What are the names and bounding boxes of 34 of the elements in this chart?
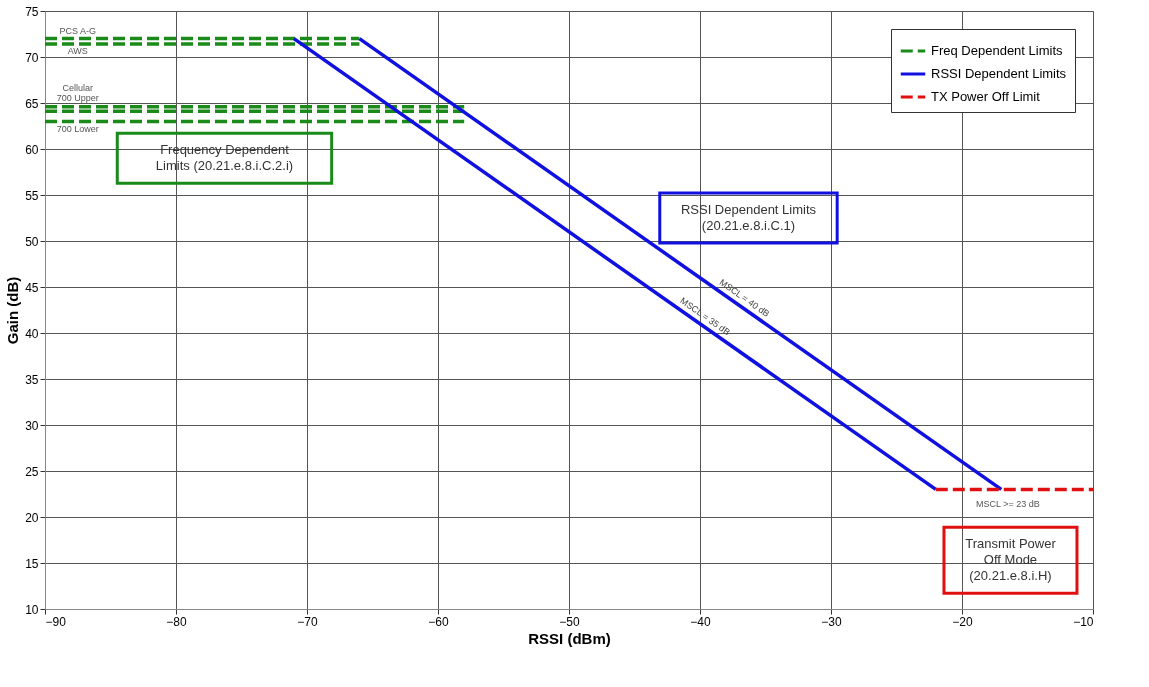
y-tick-label: 30 — [25, 418, 39, 433]
y-tick-label: 40 — [25, 326, 39, 341]
x-tick-label: −40 — [690, 614, 711, 629]
y-tick-label: 55 — [25, 188, 39, 203]
y-tick-label: 65 — [25, 96, 39, 111]
y-tick-label: 15 — [25, 556, 39, 571]
legend-label: Freq Dependent Limits — [931, 43, 1064, 58]
legend-label: TX Power Off Limit — [931, 89, 1041, 104]
x-tick-label: −10 — [1073, 614, 1094, 629]
y-tick-label: 50 — [25, 234, 39, 249]
annotation: AWS — [67, 46, 88, 57]
x-tick-label: −60 — [428, 614, 449, 629]
x-tick-label: −50 — [559, 614, 580, 629]
legend-label: RSSI Dependent Limits — [931, 66, 1067, 81]
annotation: 700 Upper — [56, 93, 99, 104]
x-tick-label: −70 — [297, 614, 318, 629]
y-tick-label: 10 — [25, 602, 39, 617]
annotation: 700 Lower — [56, 123, 99, 134]
y-tick-label: 25 — [25, 464, 39, 479]
annotation: MSCL >= 23 dB — [976, 499, 1040, 510]
annotation: PCS A-G — [59, 26, 97, 37]
y-tick-label: 75 — [25, 4, 39, 19]
y-tick-label: 20 — [25, 510, 39, 525]
x-tick-label: −90 — [45, 614, 67, 629]
y-tick-label: 70 — [25, 50, 39, 65]
y-tick-label: 60 — [25, 142, 39, 157]
y-tick-label: 45 — [25, 280, 39, 295]
x-axis-title: RSSI (dBm) — [528, 629, 611, 647]
annotation: Cellular — [62, 83, 94, 94]
x-tick-label: −80 — [166, 614, 187, 629]
y-tick-label: 35 — [25, 372, 39, 387]
x-tick-label: −30 — [821, 614, 842, 629]
y-axis-title: Gain (dB) — [4, 276, 22, 345]
x-tick-label: −20 — [952, 614, 973, 629]
